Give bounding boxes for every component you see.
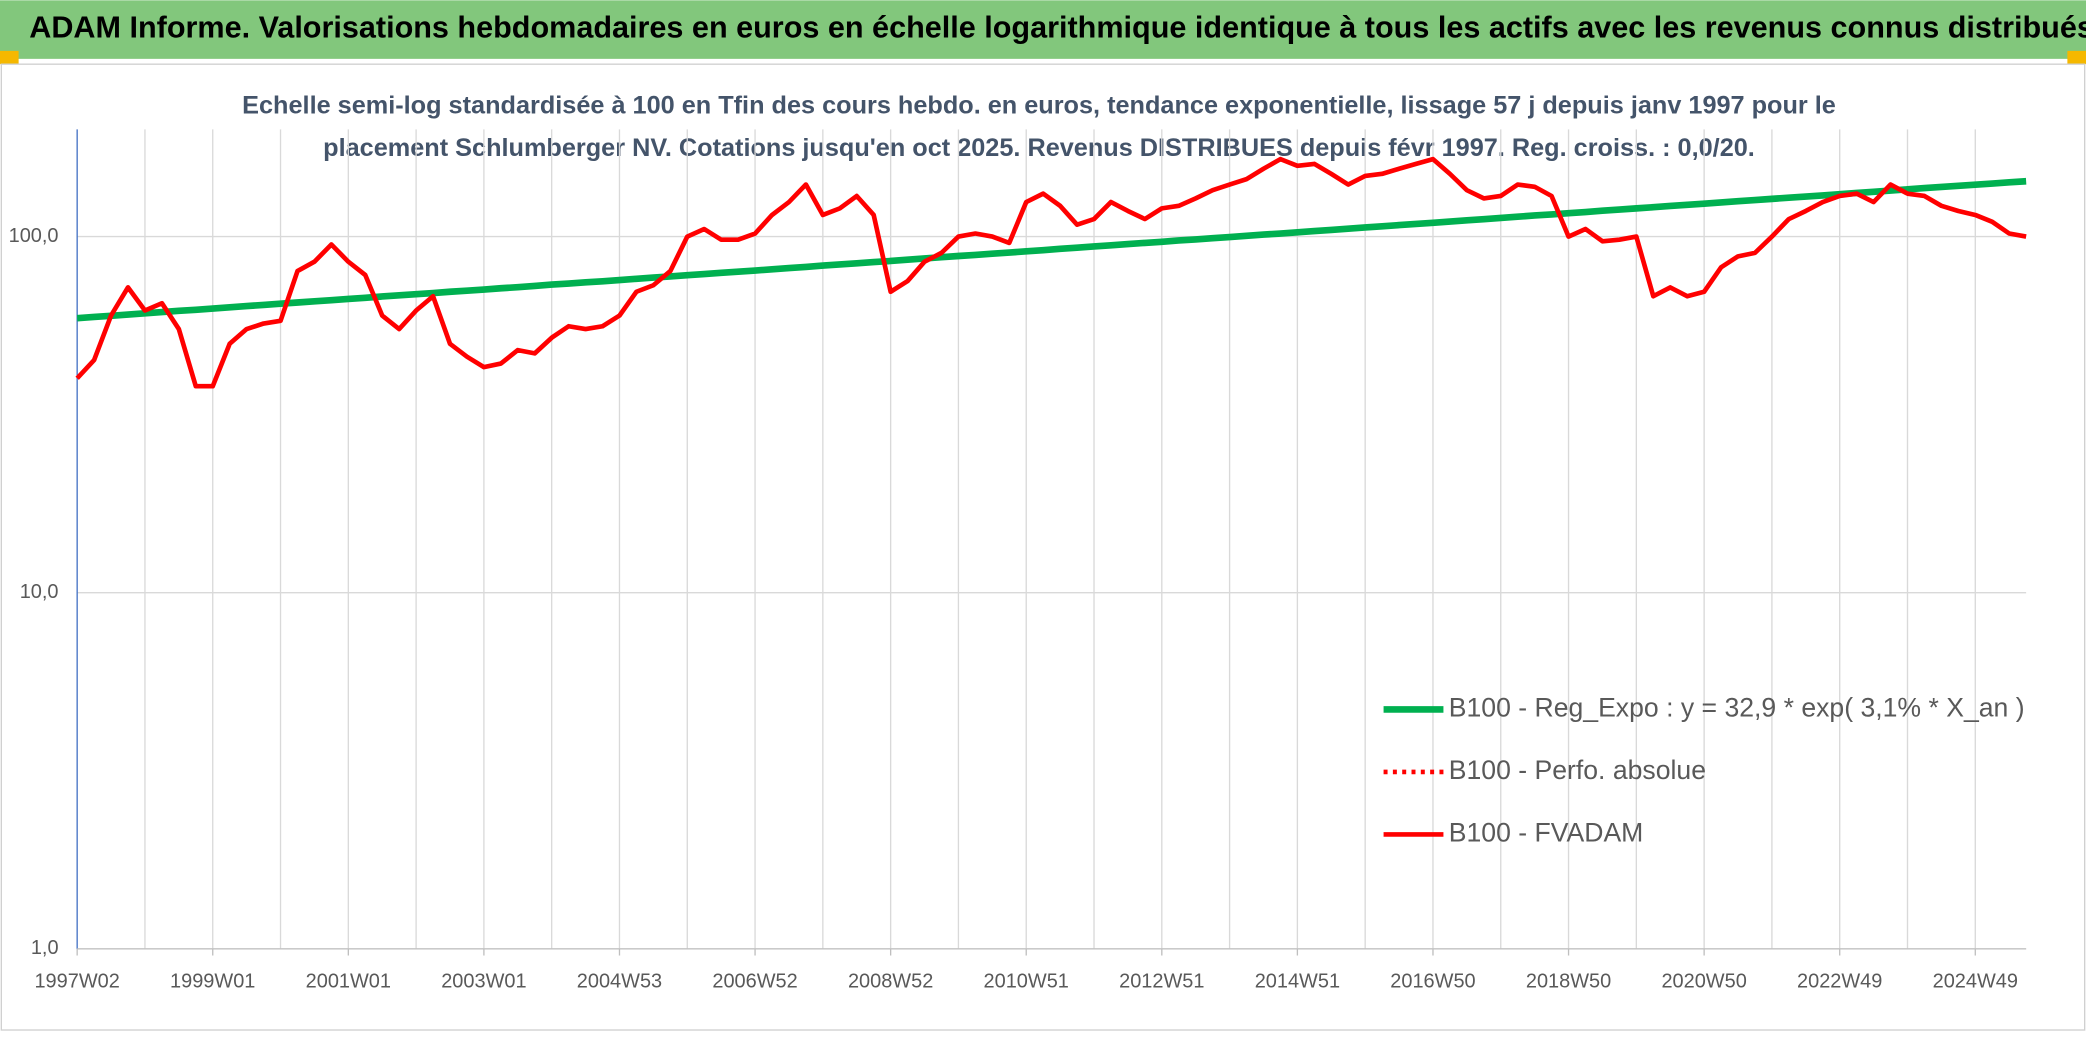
x-tick-label: 2012W51	[1119, 970, 1204, 992]
legend-label: B100 - Reg_Expo : y = 32,9 * exp( 3,1% *…	[1449, 692, 2025, 722]
x-tick-label: 1999W01	[170, 970, 255, 992]
x-tick-label: 2004W53	[577, 970, 662, 992]
chart-border	[0, 63, 2086, 1031]
y-tick-label: 100,0	[9, 225, 59, 247]
x-tick-label: 2022W49	[1797, 970, 1882, 992]
x-tick-label: 2020W50	[1661, 970, 1746, 992]
y-tick-label: 10,0	[20, 581, 59, 603]
series-line	[76, 177, 2027, 322]
subtitle: Echelle semi-log standardisée à 100 en T…	[242, 91, 1836, 119]
x-tick-label: 2018W50	[1526, 970, 1611, 992]
x-tick-label: 2014W51	[1255, 970, 1340, 992]
x-tick-label: 2024W49	[1933, 970, 2018, 992]
x-tick-label: 2008W52	[848, 970, 933, 992]
x-tick-label: 2006W52	[712, 970, 797, 992]
x-tick-label: 2003W01	[441, 970, 526, 992]
legend-label: B100 - Perfo. absolue	[1449, 755, 1706, 785]
legend-label: B100 - FVADAM	[1449, 817, 1644, 847]
series-line	[75, 156, 2027, 389]
x-tick-label: 2016W50	[1390, 970, 1475, 992]
corner	[2067, 50, 2086, 65]
x-tick-label: 2010W51	[984, 970, 1069, 992]
corner	[0, 50, 19, 65]
subtitle: placement Schlumberger NV. Cotations jus…	[323, 134, 1755, 162]
header-bar	[0, 0, 2086, 59]
chart-title: ADAM Informe. Valorisations hebdomadaire…	[29, 11, 2086, 45]
x-tick-label: 2001W01	[306, 970, 391, 992]
x-tick-label: 1997W02	[34, 970, 119, 992]
y-tick-label: 1,0	[31, 937, 59, 959]
